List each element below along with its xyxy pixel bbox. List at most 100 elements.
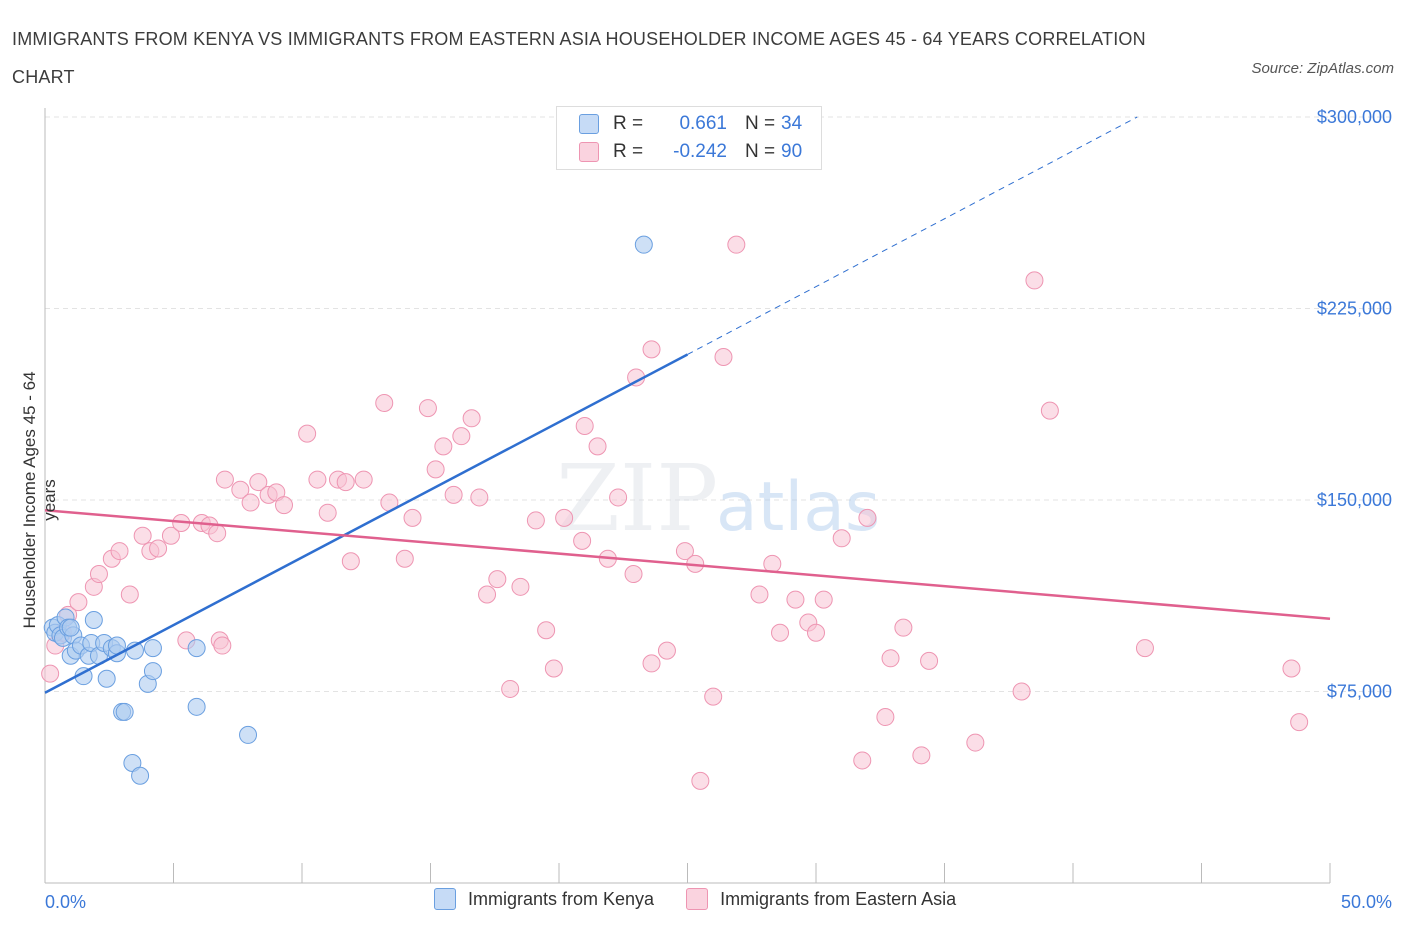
asia-point — [444, 485, 463, 504]
chart-title: IMMIGRANTS FROM KENYA VS IMMIGRANTS FROM… — [12, 29, 1146, 87]
asia-point — [470, 488, 489, 507]
asia-point — [704, 687, 723, 706]
asia-point — [418, 399, 437, 418]
watermark-atlas: atlas — [716, 468, 880, 547]
asia-point — [215, 470, 234, 489]
kenya-point — [97, 669, 116, 688]
y-tick-label: $225,000 — [1317, 299, 1392, 319]
asia-point — [858, 508, 877, 527]
asia-point — [691, 771, 710, 790]
asia-point — [642, 340, 661, 359]
trend-lines — [44, 116, 1331, 694]
asia-point — [501, 679, 520, 698]
series-legend: Immigrants from Kenya Immigrants from Ea… — [434, 888, 988, 910]
asia-point — [213, 636, 232, 655]
legend-item-asia: Immigrants from Eastern Asia — [686, 888, 956, 910]
asia-point — [298, 424, 317, 443]
y-tick-label: $150,000 — [1317, 490, 1392, 510]
asia-point — [249, 473, 268, 492]
asia-point — [814, 590, 833, 609]
asia-point — [624, 565, 643, 584]
asia-point — [511, 577, 530, 596]
source-credit: Source: ZipAtlas.com — [1251, 60, 1394, 77]
axes — [44, 108, 1331, 884]
watermark: ZIP atlas — [556, 445, 880, 552]
asia-point — [544, 659, 563, 678]
asia-point — [853, 751, 872, 770]
stats-legend: R = 0.661 N = 34 R = -0.242 N = 90 — [556, 106, 822, 170]
asia-point — [573, 531, 592, 550]
asia-point — [537, 621, 556, 640]
asia-point — [208, 524, 227, 543]
asia-point — [832, 529, 851, 548]
kenya-point — [239, 725, 258, 744]
kenya-point — [115, 702, 134, 721]
asia-point — [133, 526, 152, 545]
grid-lines — [45, 116, 1392, 692]
asia-n-value: 90 — [781, 141, 803, 162]
asia-point — [110, 542, 129, 561]
asia-point — [1282, 659, 1301, 678]
asia-point — [1135, 639, 1154, 658]
kenya-point — [187, 639, 206, 658]
asia-point — [912, 746, 931, 765]
asia-point — [375, 393, 394, 412]
asia-point — [609, 488, 628, 507]
asia-point — [275, 496, 294, 515]
kenya-r-label: R = — [613, 113, 644, 134]
asia-point — [1040, 401, 1059, 420]
asia-point — [354, 470, 373, 489]
asia-point — [403, 508, 422, 527]
kenya-swatch — [579, 114, 599, 134]
asia-point — [771, 623, 790, 642]
kenya-legend-swatch — [434, 888, 456, 910]
asia-point — [575, 416, 594, 435]
asia-point — [920, 651, 939, 670]
asia-point — [786, 590, 805, 609]
asia-point — [120, 585, 139, 604]
asia-point — [395, 549, 414, 568]
kenya-point — [187, 697, 206, 716]
legend-row-asia: R = -0.242 N = 90 — [579, 138, 802, 166]
asia-point — [41, 664, 60, 683]
asia-legend-label: Immigrants from Eastern Asia — [720, 888, 957, 909]
asia-point — [231, 480, 250, 499]
kenya-n-label: N = — [745, 113, 776, 134]
asia-point — [763, 554, 782, 573]
asia-point — [881, 649, 900, 668]
kenya-point — [143, 639, 162, 658]
asia-point — [1025, 271, 1044, 290]
asia-point — [807, 623, 825, 642]
asia-r-label: R = — [613, 141, 644, 162]
kenya-point — [143, 662, 162, 681]
asia-legend-swatch — [686, 888, 709, 910]
asia-point — [452, 427, 471, 446]
asia-point — [555, 508, 574, 527]
asia-point — [657, 641, 676, 660]
asia-point — [308, 470, 327, 489]
asia-point — [588, 437, 607, 456]
kenya-point — [61, 618, 80, 637]
asia-point — [434, 437, 453, 456]
asia-point — [966, 733, 985, 752]
asia-point — [727, 235, 746, 254]
asia-n-label: N = — [745, 141, 776, 162]
asia-point — [426, 460, 445, 479]
x-tick-label-max: 50.0% — [1341, 892, 1392, 912]
kenya-trend-line — [44, 353, 689, 694]
asia-point — [336, 473, 355, 492]
kenya-trend-extension — [687, 116, 1138, 355]
asia-point — [149, 539, 168, 558]
asia-point — [1012, 682, 1031, 701]
asia-point — [642, 654, 661, 673]
legend-row-kenya: R = 0.661 N = 34 — [579, 110, 802, 138]
kenya-n-value: 34 — [781, 113, 803, 134]
asia-point — [750, 585, 769, 604]
asia-trend-line — [44, 508, 1331, 620]
asia-point — [462, 409, 481, 428]
asia-series — [41, 235, 1309, 790]
tick-labels: $75,000 $150,000 $225,000 $300,000 0.0% 50.0% — [45, 107, 1392, 912]
kenya-point — [634, 235, 653, 254]
asia-point — [89, 565, 108, 584]
kenya-point — [131, 766, 150, 785]
